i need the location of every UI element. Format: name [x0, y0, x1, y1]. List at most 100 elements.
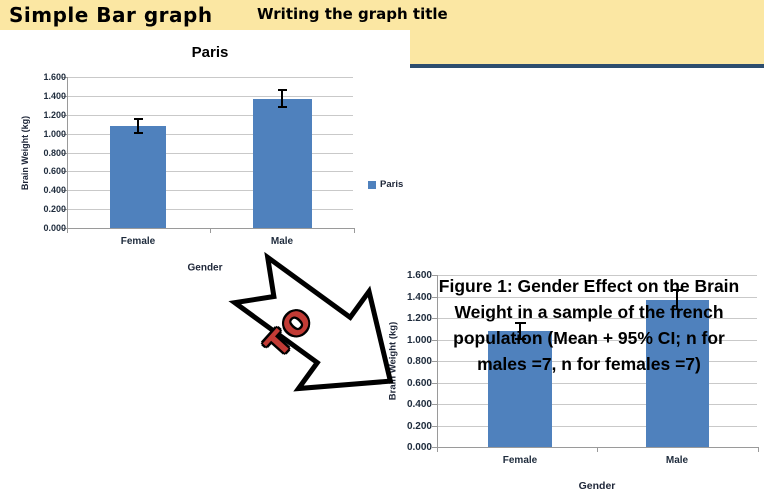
arrow-polygon: [228, 251, 394, 392]
y-tick-mark: [62, 77, 67, 78]
y-tick-label: 0.400: [406, 399, 432, 410]
chart-title-line: population (Mean + 95% CI; n for: [453, 328, 725, 348]
error-bar-line: [676, 290, 678, 310]
chart-title: Paris: [191, 44, 229, 61]
x-category-label: Male: [270, 236, 294, 247]
y-tick-mark: [432, 339, 437, 341]
y-tick-label: 1.000: [406, 334, 432, 346]
gridline: [67, 77, 353, 78]
x-axis-title: Gender: [578, 480, 616, 492]
error-bar-cap-top: [133, 118, 143, 120]
bar-male: [645, 299, 709, 447]
y-tick-mark: [432, 382, 437, 384]
error-bar-line: [281, 90, 283, 108]
y-tick-mark: [432, 296, 437, 298]
y-tick-label: 0.200: [406, 420, 432, 432]
y-tick-label: 0.600: [43, 166, 66, 177]
y-tick-mark: [62, 228, 67, 229]
gridline: [67, 95, 353, 97]
y-tick-mark: [62, 133, 67, 135]
x-category-label: Male: [665, 455, 689, 466]
gridline: [437, 318, 757, 319]
top-right-banner: [410, 0, 764, 68]
slide-title: Simple Bar graph: [9, 3, 213, 27]
y-tick-label: 0.400: [43, 185, 66, 196]
x-axis-line: [67, 228, 355, 229]
x-category-label: Female: [120, 236, 156, 247]
to-arrow-shape: [228, 251, 394, 392]
y-tick-label: 0.000: [43, 223, 66, 233]
error-bar-cap-bottom: [133, 132, 143, 134]
y-tick-mark: [62, 190, 67, 192]
y-tick-label: 0.800: [406, 356, 432, 367]
y-tick-label: 1.000: [43, 128, 66, 139]
y-tick-mark: [432, 361, 437, 362]
legend-label: Paris: [380, 179, 404, 190]
x-axis-tick-mark: [758, 448, 759, 452]
error-bar-line: [519, 322, 521, 339]
gridline: [67, 114, 353, 116]
gridline: [67, 152, 353, 154]
gridline: [67, 133, 353, 135]
x-axis-title: Gender: [187, 262, 223, 274]
figure1-bar-chart: Figure 1: Gender Effect on the Brain Weig…: [388, 268, 764, 498]
y-tick-mark: [432, 318, 437, 319]
y-tick-mark: [432, 275, 437, 276]
gridline: [437, 361, 757, 362]
y-tick-mark: [432, 447, 437, 448]
legend-swatch-icon: [368, 180, 376, 189]
error-bar-cap-bottom: [277, 106, 287, 108]
y-tick-mark: [62, 114, 67, 116]
y-tick-label: 0.000: [406, 442, 432, 453]
y-tick-label: 1.200: [43, 109, 66, 120]
y-tick-mark: [62, 152, 67, 154]
gridline: [437, 296, 757, 298]
gridline: [67, 209, 353, 211]
x-category-label: Female: [502, 455, 538, 466]
gridline: [67, 171, 353, 173]
y-tick-mark: [432, 404, 437, 405]
chart-title-line: males =7, n for females =7): [477, 354, 701, 374]
chart-title-line: Figure 1: Gender Effect on the Brain: [438, 276, 740, 296]
gridline: [437, 425, 757, 427]
x-axis-tick-mark: [437, 448, 438, 452]
x-axis-line: [437, 447, 759, 448]
gridline: [67, 190, 353, 192]
lesson-subtitle: Writing the graph title: [257, 5, 448, 23]
gridline: [437, 339, 757, 341]
bar-female: [488, 330, 552, 447]
y-axis-line: [437, 275, 438, 447]
gridline: [437, 382, 757, 384]
y-tick-mark: [62, 95, 67, 97]
paris-bar-chart: Paris Brain Weight (kg) Gender Paris 0.0…: [8, 31, 408, 283]
y-tick-label: 0.200: [43, 204, 66, 215]
gridline: [437, 275, 757, 276]
error-bar-cap-top: [277, 89, 287, 91]
y-tick-mark: [62, 209, 67, 211]
legend: Paris: [368, 179, 403, 190]
bar-female: [110, 126, 166, 228]
error-bar-cap-bottom: [514, 338, 526, 340]
chart-title: Figure 1: Gender Effect on the Brain Weig…: [414, 273, 764, 377]
y-tick-label: 1.400: [43, 90, 66, 101]
x-axis-tick-mark: [354, 229, 355, 233]
x-axis-tick-mark: [597, 448, 598, 452]
chart-title-line: Weight in a sample of the french: [454, 302, 724, 322]
y-tick-label: 1.600: [43, 72, 66, 82]
y-tick-mark: [62, 171, 67, 173]
y-axis-line: [67, 77, 68, 228]
y-tick-label: 0.600: [406, 377, 432, 389]
error-bar-cap-top: [671, 289, 683, 291]
slide-title-banner: Simple Bar graph: [0, 0, 410, 30]
error-bar-cap-top: [514, 322, 526, 324]
bar-male: [252, 98, 312, 228]
gridline: [437, 404, 757, 405]
x-axis-tick-mark: [67, 229, 68, 233]
y-tick-label: 1.200: [406, 313, 432, 324]
y-tick-label: 1.600: [406, 270, 432, 281]
y-tick-label: 1.400: [406, 291, 432, 303]
y-tick-mark: [432, 425, 437, 427]
y-tick-label: 0.800: [43, 147, 66, 158]
error-bar-line: [137, 118, 139, 134]
